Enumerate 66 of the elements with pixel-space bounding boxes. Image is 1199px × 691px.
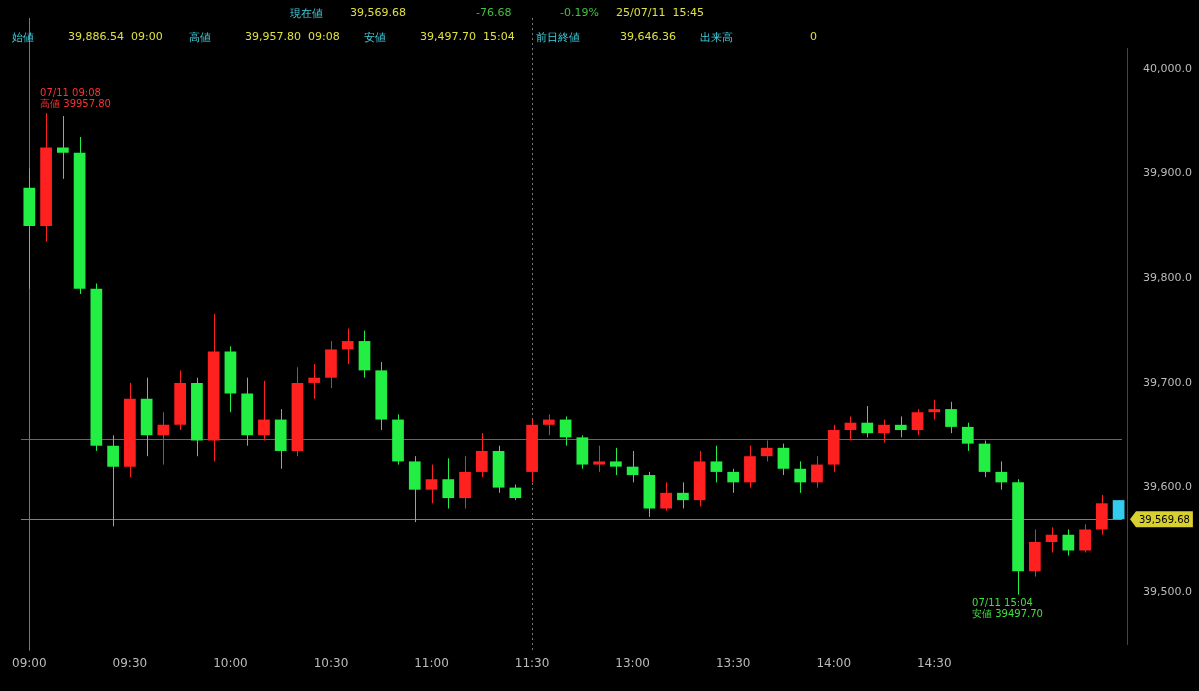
text: 始値 — [12, 30, 34, 45]
candlestick — [928, 399, 941, 421]
y-tick-label: 39,700.0 — [1143, 375, 1192, 389]
candlestick — [425, 464, 438, 504]
candlestick — [610, 447, 622, 476]
candlestick — [442, 457, 455, 510]
x-tick-label: 10:30 — [313, 655, 349, 670]
text: -0.19% — [560, 6, 599, 19]
text: 前日終値 — [536, 30, 580, 45]
candlestick — [861, 405, 874, 438]
text: 39,569.68 — [350, 6, 406, 19]
text: 0 — [810, 30, 817, 43]
x-tick-label: 11:00 — [414, 655, 449, 670]
candlestick — [710, 445, 723, 483]
y-tick-label: 40,000.0 — [1143, 61, 1192, 75]
candlestick — [341, 328, 354, 365]
y-tick-label: 39,900.0 — [1143, 166, 1192, 180]
candlestick — [794, 460, 807, 494]
text: 39,886.54 09:00 — [68, 30, 163, 43]
x-tick-label: 11:30 — [514, 655, 550, 670]
x-tick-label: 14:00 — [816, 655, 852, 670]
x-tick-label: 10:00 — [213, 655, 248, 670]
candlestick — [308, 363, 321, 400]
candlestick — [475, 432, 488, 478]
candlestick — [107, 434, 119, 527]
text: -76.68 — [476, 6, 512, 19]
candlestick — [945, 401, 957, 434]
annotation: 07/11 15:04 安値 39497.70 — [972, 597, 1043, 620]
candlestick — [677, 481, 689, 510]
y-tick-label: 39,600.0 — [1143, 480, 1192, 494]
candlestick — [760, 440, 773, 462]
text: 39,957.80 09:08 — [245, 30, 340, 43]
candlestick — [911, 408, 924, 436]
candlestick — [995, 460, 1008, 491]
candlestick — [593, 445, 605, 473]
ref-line-label: 39,569.68 — [1139, 513, 1190, 525]
text: 安値 — [364, 30, 386, 45]
text: 25/07/11 15:45 — [616, 6, 705, 19]
candlestick — [727, 468, 740, 494]
text: 39,646.36 — [620, 30, 676, 43]
x-tick-label: 13:30 — [715, 655, 751, 670]
candlestick — [258, 380, 270, 441]
candlestick — [777, 443, 790, 476]
candlestick — [626, 450, 639, 483]
candlestick — [1045, 526, 1058, 553]
candlestick — [56, 115, 69, 180]
y-tick-label: 39,500.0 — [1143, 585, 1192, 599]
candlestick — [1079, 523, 1091, 553]
candlestick — [894, 415, 907, 438]
x-tick-label: 09:00 — [12, 655, 47, 670]
candlestick — [660, 481, 673, 512]
text: 39,497.70 15:04 — [420, 30, 515, 43]
x-tick-label: 13:00 — [615, 655, 650, 670]
candlestick — [844, 415, 857, 441]
text: 現在値 — [290, 6, 323, 21]
text: 高値 — [189, 30, 211, 45]
x-tick-label: 09:30 — [112, 655, 148, 670]
candlestick — [878, 419, 890, 444]
x-tick-label: 14:30 — [916, 655, 952, 670]
candlestick — [811, 455, 823, 489]
candlestick — [542, 413, 555, 436]
text: 出来高 — [700, 30, 733, 45]
candlestick — [1062, 528, 1075, 557]
annotation: 07/11 09:08 高値 39957.80 — [40, 86, 111, 109]
y-tick-label: 39,800.0 — [1143, 271, 1192, 285]
candlestick — [961, 422, 974, 452]
